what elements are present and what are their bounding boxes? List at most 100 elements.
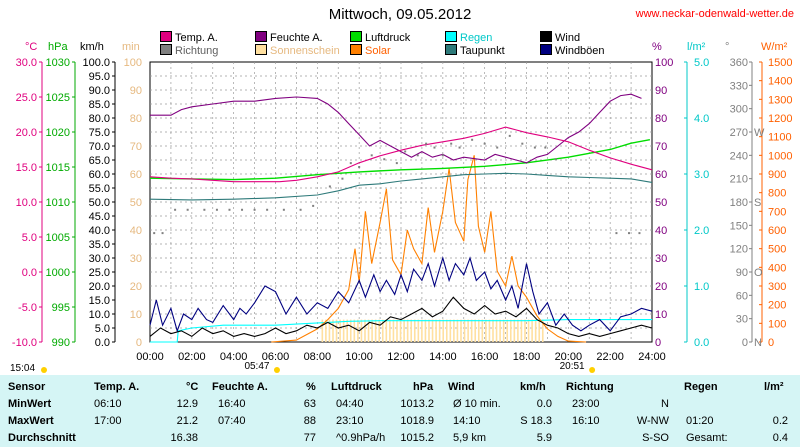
sunshine-bar bbox=[492, 319, 494, 342]
legend-swatch bbox=[445, 44, 457, 55]
tick-label-wind: 80.0 bbox=[89, 113, 110, 125]
header-sensor: Sensor bbox=[8, 381, 46, 393]
direction-dot bbox=[370, 154, 373, 157]
tick-label-wind: 70.0 bbox=[89, 141, 110, 153]
tick-label-temp: 0.0 bbox=[22, 267, 37, 279]
tick-label-solar: 800 bbox=[768, 188, 786, 200]
direction-dot bbox=[203, 208, 206, 211]
table-cell-wind: S 18.3 bbox=[520, 415, 552, 427]
sunshine-bar bbox=[385, 319, 388, 342]
sunshine-bar bbox=[467, 319, 469, 342]
tick-label-sunshine: 50 bbox=[130, 197, 142, 209]
table-cell-temp: 12.9 bbox=[176, 398, 198, 410]
sunrise-label: 05:47 bbox=[244, 361, 269, 372]
sunshine-bar bbox=[520, 319, 523, 342]
tick-label-pressure: 1030 bbox=[46, 57, 70, 69]
x-tick-label: 22:00 bbox=[596, 351, 624, 363]
direction-dot bbox=[521, 142, 524, 145]
direction-dot bbox=[341, 177, 344, 180]
sunshine-bar bbox=[424, 319, 427, 342]
tick-label-solar: 200 bbox=[768, 300, 786, 312]
series-line-luftdruck bbox=[149, 139, 651, 181]
tick-label-rain: 4.0 bbox=[694, 113, 709, 125]
tick-label-solar: 300 bbox=[768, 281, 786, 293]
sunshine-bar bbox=[357, 319, 359, 342]
legend-item-sunshine: Sonnenschein bbox=[255, 44, 340, 57]
table-cell-press-time: 23:10 bbox=[336, 415, 364, 427]
sunshine-bar bbox=[349, 319, 352, 342]
legend-label: Regen bbox=[460, 32, 493, 44]
legend-item-humidity: Feuchte A. bbox=[255, 31, 323, 44]
tick-label-humidity: 10 bbox=[655, 309, 667, 321]
legend-label: Feuchte A. bbox=[270, 32, 323, 44]
tick-label-temp: 15.0 bbox=[16, 162, 37, 174]
tick-label-rain: 3.0 bbox=[694, 169, 709, 181]
tick-label-direction: 270 bbox=[730, 127, 748, 139]
tick-label-temp: 20.0 bbox=[16, 127, 37, 139]
sunshine-bar bbox=[460, 319, 462, 342]
sunshine-bar bbox=[488, 319, 491, 342]
table-cell-temp-time: 17:00 bbox=[94, 415, 122, 427]
direction-dot bbox=[638, 232, 641, 235]
x-tick-label: 14:00 bbox=[429, 351, 457, 363]
direction-dot bbox=[458, 146, 461, 149]
table-cell-dir: N bbox=[661, 398, 669, 410]
tick-label-temp: 25.0 bbox=[16, 92, 37, 104]
site-url-link[interactable]: www.neckar-odenwald-wetter.de bbox=[635, 8, 794, 20]
sunshine-bar bbox=[449, 319, 452, 342]
series-line-taupunkt bbox=[149, 172, 653, 201]
unit-kmh: km/h bbox=[80, 41, 104, 53]
table-cell-hum-time: 07:40 bbox=[218, 415, 246, 427]
start-marker-icon bbox=[41, 367, 47, 373]
tick-label-wind: 5.0 bbox=[95, 323, 110, 335]
legend-label: Taupunkt bbox=[460, 45, 505, 57]
tick-label-wind: 35.0 bbox=[89, 239, 110, 251]
series-line-wind bbox=[149, 296, 653, 338]
direction-dot bbox=[433, 146, 436, 149]
header-dir: Richtung bbox=[566, 381, 614, 393]
direction-dot bbox=[312, 204, 315, 207]
tick-label-sunshine: 90 bbox=[130, 85, 142, 97]
tick-label-solar: 700 bbox=[768, 206, 786, 218]
direction-dot bbox=[299, 208, 302, 211]
tick-label-wind: 60.0 bbox=[89, 169, 110, 181]
tick-label-solar: 600 bbox=[768, 225, 786, 237]
table-cell-press-time: 04:40 bbox=[336, 398, 364, 410]
legend-swatch bbox=[540, 31, 552, 42]
legend-label: Temp. A. bbox=[175, 32, 218, 44]
legend-label: Wind bbox=[555, 32, 581, 44]
table-cell-wind: 0.0 bbox=[536, 398, 552, 410]
table-cell-press: 1013.2 bbox=[400, 398, 434, 410]
legend-item-dewpoint: Taupunkt bbox=[445, 44, 505, 57]
direction-dot bbox=[358, 166, 361, 168]
tick-label-sunshine: 70 bbox=[130, 141, 142, 153]
tick-label-pressure: 1025 bbox=[46, 92, 70, 104]
direction-dot bbox=[153, 232, 156, 235]
x-tick-label: 20:00 bbox=[555, 351, 583, 363]
sunshine-bar bbox=[453, 319, 455, 342]
sunshine-bar bbox=[495, 319, 498, 342]
table-cell-temp: 21.2 bbox=[176, 415, 198, 427]
sunshine-bar bbox=[485, 319, 487, 342]
sunshine-bar bbox=[371, 319, 373, 342]
sunshine-bar bbox=[413, 319, 416, 342]
series-line-temp-a bbox=[149, 126, 653, 183]
header-hum-unit: % bbox=[306, 381, 316, 393]
tick-label-direction: 180 bbox=[730, 197, 748, 209]
direction-dot bbox=[441, 154, 444, 157]
sunshine-bar bbox=[381, 319, 384, 342]
tick-label-solar: 1500 bbox=[768, 57, 792, 69]
tick-label-solar: 0 bbox=[768, 337, 774, 349]
sunshine-bar bbox=[421, 319, 423, 342]
sunshine-bar bbox=[410, 319, 413, 342]
tick-label-wind: 0.0 bbox=[95, 337, 110, 349]
sunshine-bar bbox=[428, 319, 430, 342]
tick-label-wind: 25.0 bbox=[89, 267, 110, 279]
tick-label-sunshine: 80 bbox=[130, 113, 142, 125]
tick-label-humidity: 50 bbox=[655, 197, 667, 209]
sunshine-bar bbox=[445, 319, 448, 342]
tick-label-humidity: 80 bbox=[655, 113, 667, 125]
direction-dot bbox=[328, 185, 331, 188]
tick-label-pressure: 990 bbox=[52, 337, 70, 349]
tick-label-wind: 75.0 bbox=[89, 127, 110, 139]
